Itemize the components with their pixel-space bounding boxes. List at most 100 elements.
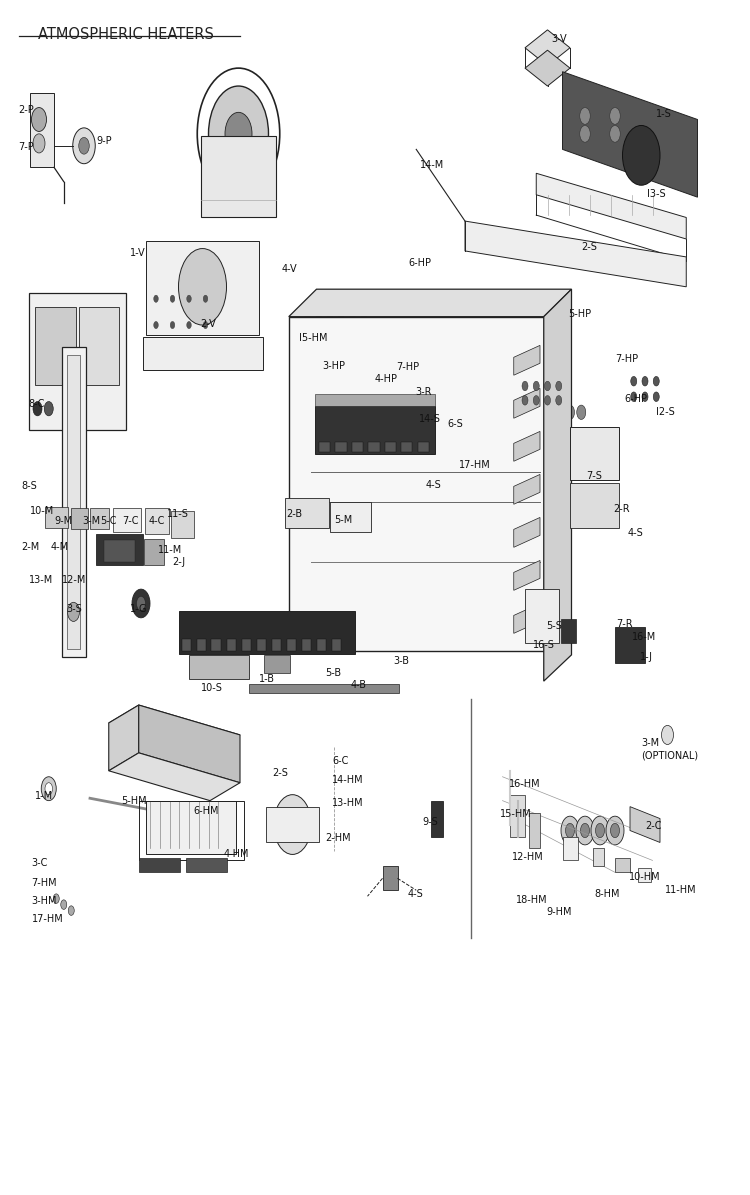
Text: I3-S: I3-S bbox=[646, 189, 665, 198]
Text: 2-HM: 2-HM bbox=[325, 833, 350, 842]
Polygon shape bbox=[401, 442, 412, 452]
Polygon shape bbox=[242, 639, 251, 651]
Circle shape bbox=[533, 381, 539, 391]
Circle shape bbox=[610, 125, 620, 142]
Polygon shape bbox=[525, 589, 559, 643]
Polygon shape bbox=[326, 320, 337, 358]
Text: 12-M: 12-M bbox=[62, 575, 86, 584]
Text: 5-M: 5-M bbox=[334, 515, 352, 525]
Polygon shape bbox=[418, 442, 429, 452]
Circle shape bbox=[187, 321, 191, 329]
Polygon shape bbox=[112, 508, 141, 532]
Circle shape bbox=[544, 381, 550, 391]
Circle shape bbox=[566, 405, 574, 419]
Polygon shape bbox=[28, 293, 126, 430]
Polygon shape bbox=[189, 655, 249, 679]
Text: 14-HM: 14-HM bbox=[332, 776, 364, 785]
Text: 9-HM: 9-HM bbox=[546, 907, 572, 917]
Polygon shape bbox=[266, 807, 319, 842]
Text: 5-HP: 5-HP bbox=[568, 310, 591, 319]
Polygon shape bbox=[264, 655, 290, 673]
Circle shape bbox=[197, 68, 280, 200]
Circle shape bbox=[662, 725, 674, 744]
Circle shape bbox=[591, 816, 609, 845]
Text: 3-R: 3-R bbox=[416, 387, 432, 397]
Polygon shape bbox=[272, 639, 281, 651]
Text: 1-V: 1-V bbox=[130, 249, 146, 258]
Text: 14-S: 14-S bbox=[419, 415, 440, 424]
Circle shape bbox=[566, 823, 574, 838]
Text: 5-S: 5-S bbox=[546, 621, 562, 631]
Polygon shape bbox=[510, 795, 525, 836]
Circle shape bbox=[274, 795, 311, 854]
Text: I5-HM: I5-HM bbox=[298, 333, 327, 343]
Text: 6-C: 6-C bbox=[332, 756, 349, 766]
Text: 7-HM: 7-HM bbox=[32, 878, 57, 888]
Polygon shape bbox=[356, 320, 367, 358]
Polygon shape bbox=[139, 858, 180, 872]
Text: 8-S: 8-S bbox=[21, 482, 37, 491]
Text: 2-V: 2-V bbox=[200, 319, 216, 329]
Polygon shape bbox=[562, 836, 578, 860]
Circle shape bbox=[653, 392, 659, 402]
Polygon shape bbox=[201, 136, 276, 217]
Polygon shape bbox=[109, 753, 240, 801]
Circle shape bbox=[68, 602, 80, 621]
Circle shape bbox=[33, 402, 42, 416]
Circle shape bbox=[209, 86, 268, 182]
Polygon shape bbox=[96, 534, 142, 565]
Polygon shape bbox=[562, 72, 698, 197]
Circle shape bbox=[576, 816, 594, 845]
Circle shape bbox=[53, 894, 59, 903]
Text: 4-V: 4-V bbox=[281, 264, 297, 274]
Circle shape bbox=[556, 396, 562, 405]
Circle shape bbox=[45, 783, 53, 795]
Polygon shape bbox=[332, 639, 341, 651]
Polygon shape bbox=[525, 50, 570, 86]
Text: 11-S: 11-S bbox=[166, 509, 188, 519]
Polygon shape bbox=[465, 221, 686, 287]
Polygon shape bbox=[186, 858, 227, 872]
Circle shape bbox=[203, 295, 208, 302]
Text: 4-S: 4-S bbox=[628, 528, 644, 538]
Polygon shape bbox=[514, 560, 540, 590]
Circle shape bbox=[187, 295, 191, 302]
Circle shape bbox=[577, 405, 586, 419]
Circle shape bbox=[73, 128, 95, 164]
Text: 7-HP: 7-HP bbox=[615, 354, 638, 363]
Text: 13-HM: 13-HM bbox=[332, 798, 364, 808]
Polygon shape bbox=[561, 619, 576, 643]
Polygon shape bbox=[514, 474, 540, 504]
Polygon shape bbox=[570, 483, 619, 528]
Text: 6-S: 6-S bbox=[448, 419, 464, 429]
Text: 3-M
(OPTIONAL): 3-M (OPTIONAL) bbox=[641, 739, 698, 760]
Polygon shape bbox=[146, 801, 236, 854]
Polygon shape bbox=[385, 442, 396, 452]
Text: 5-C: 5-C bbox=[100, 516, 116, 526]
Circle shape bbox=[284, 810, 302, 839]
Circle shape bbox=[41, 777, 56, 801]
Circle shape bbox=[154, 321, 158, 329]
Text: 4-M: 4-M bbox=[51, 543, 69, 552]
Polygon shape bbox=[514, 388, 540, 418]
Text: 6-HM: 6-HM bbox=[194, 807, 219, 816]
Circle shape bbox=[610, 823, 620, 838]
Text: 1-G: 1-G bbox=[130, 605, 147, 614]
Polygon shape bbox=[638, 868, 651, 882]
Polygon shape bbox=[340, 358, 526, 370]
Text: 8-HM: 8-HM bbox=[595, 889, 620, 899]
Circle shape bbox=[580, 823, 590, 838]
Text: 12-HM: 12-HM bbox=[512, 852, 543, 862]
Circle shape bbox=[79, 137, 89, 154]
Polygon shape bbox=[514, 603, 540, 633]
Polygon shape bbox=[315, 406, 435, 454]
Polygon shape bbox=[256, 639, 266, 651]
Polygon shape bbox=[196, 639, 206, 651]
Circle shape bbox=[653, 376, 659, 386]
Circle shape bbox=[33, 134, 45, 153]
Text: 2-R: 2-R bbox=[613, 504, 629, 514]
Text: 8-C: 8-C bbox=[28, 399, 45, 409]
Polygon shape bbox=[330, 502, 371, 532]
Text: 10-S: 10-S bbox=[201, 684, 223, 693]
Circle shape bbox=[556, 381, 562, 391]
